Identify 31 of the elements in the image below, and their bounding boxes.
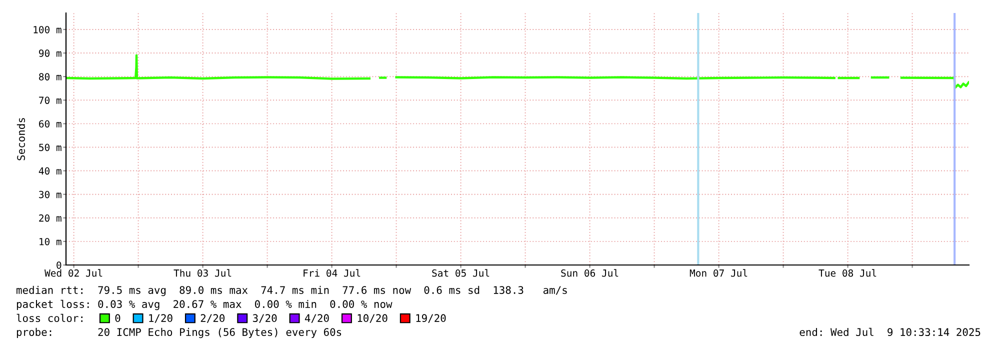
x-tick-label: Sun 06 Jul xyxy=(561,269,618,277)
legend-label: 3/20 xyxy=(252,314,277,323)
legend-label: 4/20 xyxy=(304,314,329,323)
text: probe: 20 ICMP Echo Pings (56 Bytes) every 60s xyxy=(16,328,342,338)
legend-label: 0 xyxy=(115,314,120,322)
text: end: Wed Jul 9 10:33:14 2025 xyxy=(800,328,980,336)
legend-label: 2/20 xyxy=(200,314,225,323)
y-tick-label: 40 m xyxy=(38,167,62,175)
y-tick-label: 80 m xyxy=(39,73,62,80)
legend-label: 10/20 xyxy=(358,314,388,323)
y-axis-title: Seconds xyxy=(16,118,25,160)
x-tick-label: Wed 02 Jul xyxy=(44,269,102,277)
x-tick-label: Fri 04 Jul xyxy=(304,269,360,277)
y-tick-label: 90 m xyxy=(39,50,62,57)
x-tick-label: Mon 07 Jul xyxy=(690,269,748,277)
legend-label: 1/20 xyxy=(149,314,172,323)
y-tick-label: 10 m xyxy=(40,238,62,246)
x-tick-label: Tue 08 Jul xyxy=(818,269,876,277)
x-tick-label: Sat 05 Jul xyxy=(432,269,490,277)
x-tick-label: Thu 03 Jul xyxy=(174,269,232,277)
y-tick-label: 30 m xyxy=(39,190,62,198)
legend-label: 19/20 xyxy=(416,314,446,323)
y-tick-label: 70 m xyxy=(39,96,62,104)
text: packet loss: 0.03 % avg 20.67 % max 0.00 % min 0.00 % now xyxy=(16,300,392,310)
y-tick-label: 20 m xyxy=(39,214,62,222)
y-tick-label: 0 xyxy=(56,262,62,269)
y-tick-label: 60 m xyxy=(39,120,62,128)
text: median rtt: 79.5 ms avg 89.0 ms max 74.7 ms min 77.6 ms now 0.6 ms sd 138.3 am/s xyxy=(16,286,567,296)
y-tick-label: 100 m xyxy=(34,26,62,34)
legend-title: loss color: xyxy=(16,314,82,322)
y-tick-label: 50 m xyxy=(39,144,62,152)
